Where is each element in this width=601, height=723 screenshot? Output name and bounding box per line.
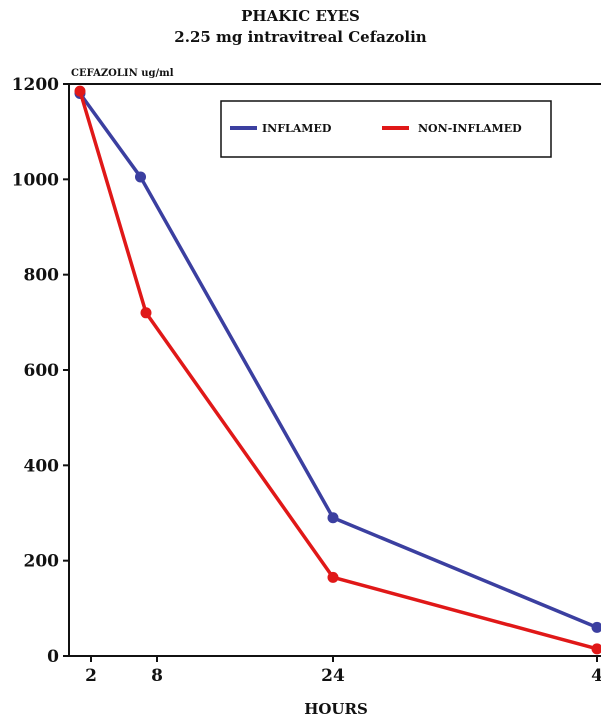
x-tick-label: 8	[151, 666, 163, 686]
legend-label: INFLAMED	[262, 122, 332, 135]
y-tick-label: 1000	[12, 170, 59, 190]
chart-title-block: PHAKIC EYES 2.25 mg intravitreal Cefazol…	[0, 6, 601, 48]
y-tick-label: 400	[24, 456, 60, 476]
x-tick-label: 2	[85, 666, 97, 686]
data-point	[327, 571, 339, 583]
y-axis-label: CEFAZOLIN ug/ml	[71, 68, 174, 79]
data-point	[591, 621, 601, 633]
y-tick-label: 0	[47, 647, 59, 667]
x-tick-label: 24	[321, 666, 345, 686]
data-point	[74, 85, 86, 97]
y-tick-label: 1200	[12, 75, 59, 95]
series-line-non-inflamed	[78, 90, 598, 651]
y-tick-label: 600	[24, 361, 60, 381]
x-axis-label: HOURS	[304, 700, 368, 718]
data-point	[140, 307, 152, 319]
y-tick-label: 800	[24, 266, 60, 286]
data-point	[591, 643, 601, 655]
chart-title: PHAKIC EYES	[241, 7, 360, 25]
y-tick-label: 200	[24, 552, 60, 572]
data-point	[327, 512, 339, 524]
series-line-inflamed	[78, 92, 598, 630]
data-point	[135, 171, 146, 183]
x-tick-label: 4	[591, 666, 601, 686]
chart-subtitle: 2.25 mg intravitreal Cefazolin	[174, 28, 427, 46]
legend-label: NON-INFLAMED	[418, 122, 522, 135]
